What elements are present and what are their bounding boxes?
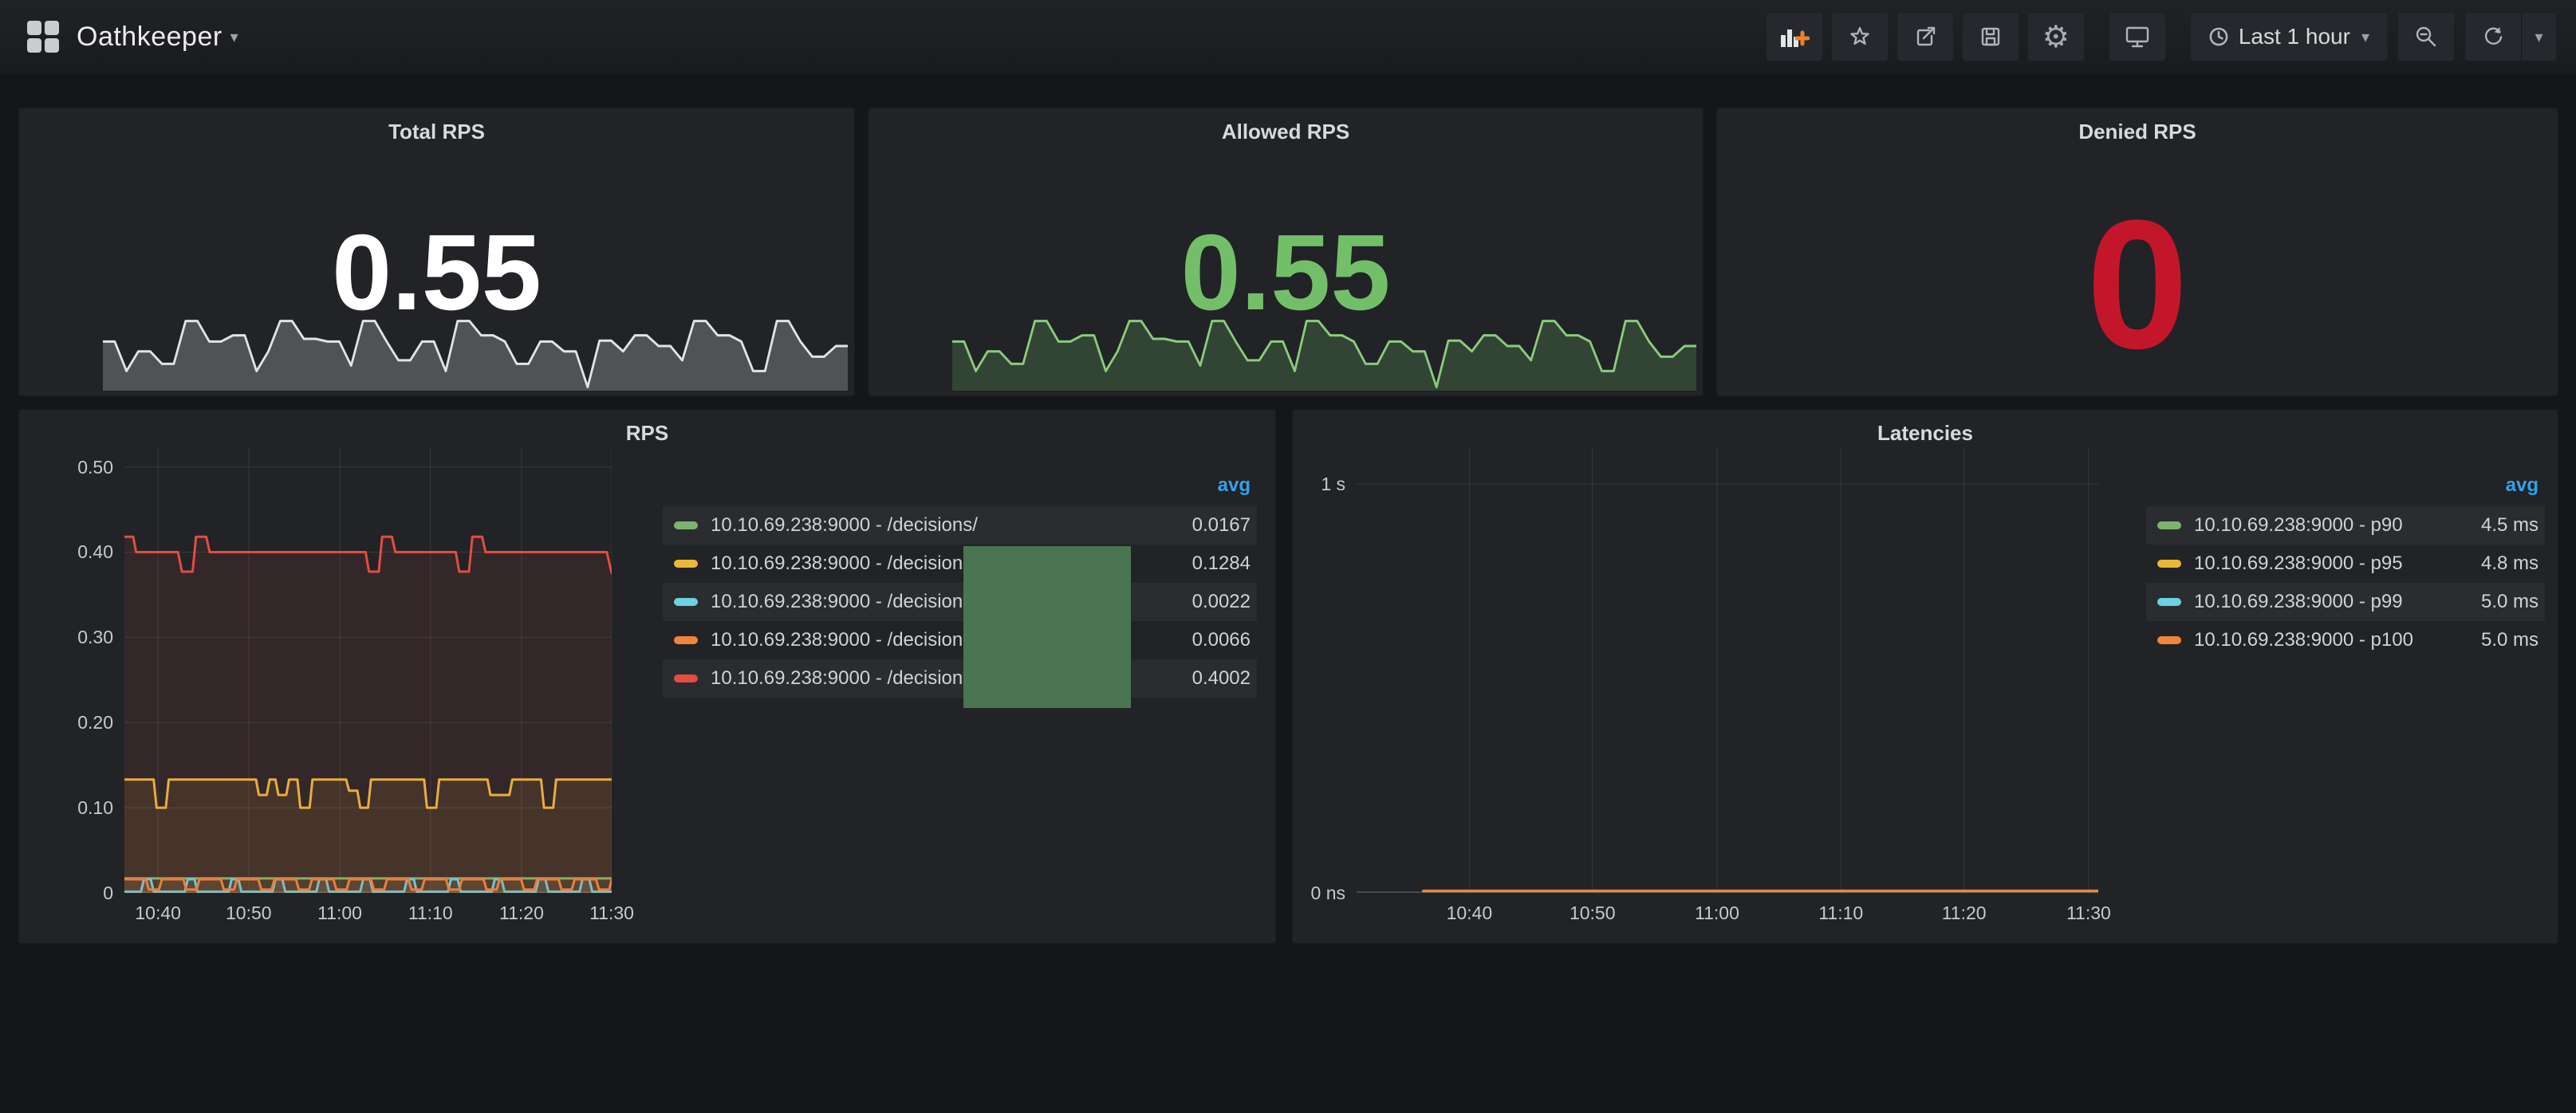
legend-series-avg-value: 4.5 ms bbox=[2481, 514, 2539, 537]
refresh-caret-icon: ▾ bbox=[2535, 27, 2543, 46]
x-axis-label: 10:40 bbox=[1447, 903, 1493, 924]
tv-mode-button[interactable] bbox=[2109, 12, 2166, 61]
legend-row: 10.10.69.238:9000 - /decisions/0.0022 bbox=[663, 583, 1257, 621]
legend-row: 10.10.69.238:9000 - p904.5 ms bbox=[2146, 506, 2545, 545]
star-icon bbox=[1848, 26, 1872, 48]
legend-series-avg-value: 0.1284 bbox=[1192, 553, 1251, 575]
legend-series-avg-value: 5.0 ms bbox=[2481, 591, 2539, 613]
legend-series-swatch-icon[interactable] bbox=[2157, 521, 2181, 529]
x-axis-label: 11:00 bbox=[1695, 903, 1739, 924]
legend-series-swatch-icon[interactable] bbox=[674, 636, 698, 644]
x-axis-label: 11:30 bbox=[589, 903, 634, 924]
refresh-split-button: ▾ bbox=[2464, 12, 2557, 61]
x-axis-label: 11:00 bbox=[317, 903, 362, 924]
refresh-interval-caret-button[interactable]: ▾ bbox=[2521, 13, 2556, 61]
legend-series-label[interactable]: 10.10.69.238:9000 - p100 bbox=[2194, 629, 2481, 651]
refresh-icon bbox=[2481, 25, 2505, 49]
legend-series-avg-value: 5.0 ms bbox=[2481, 629, 2539, 651]
panel-latencies: Latencies avg 10.10.69.238:9000 - p904.5… bbox=[1292, 409, 2558, 944]
zoom-out-button[interactable] bbox=[2397, 12, 2455, 61]
x-axis-label: 10:50 bbox=[1570, 903, 1616, 924]
y-axis-label: 0.30 bbox=[26, 627, 113, 648]
legend-row: 10.10.69.238:9000 - p995.0 ms bbox=[2146, 583, 2545, 621]
legend-series-label[interactable]: 10.10.69.238:9000 - p90 bbox=[2194, 514, 2481, 537]
panel-title-denied-rps[interactable]: Denied RPS bbox=[1717, 120, 2558, 144]
legend-series-avg-value: 0.0167 bbox=[1192, 514, 1251, 537]
monitor-icon bbox=[2125, 25, 2150, 49]
y-axis-label: 0 ns bbox=[1299, 883, 1345, 904]
rps-chart-canvas[interactable] bbox=[124, 447, 612, 893]
add-panel-button[interactable] bbox=[1766, 12, 1823, 61]
y-axis-label: 0.50 bbox=[26, 457, 113, 478]
legend-series-avg-value: 0.0022 bbox=[1192, 591, 1251, 613]
x-axis-label: 11:20 bbox=[499, 903, 544, 924]
star-button[interactable] bbox=[1831, 12, 1889, 61]
legend-series-avg-value: 0.0066 bbox=[1192, 629, 1251, 651]
legend-series-swatch-icon[interactable] bbox=[2157, 560, 2181, 568]
legend-row: 10.10.69.238:9000 - p954.8 ms bbox=[2146, 545, 2545, 583]
navbar: Oathkeeper ▾ bbox=[0, 0, 2576, 73]
legend-series-label[interactable]: 10.10.69.238:9000 - p99 bbox=[2194, 591, 2481, 613]
legend-series-swatch-icon[interactable] bbox=[674, 560, 698, 568]
legend-row: 10.10.69.238:9000 - /decisions/0.0066 bbox=[663, 621, 1257, 659]
y-axis-label: 0.40 bbox=[26, 541, 113, 563]
panel-title-total-rps[interactable]: Total RPS bbox=[19, 120, 854, 144]
time-range-label: Last 1 hour bbox=[2239, 24, 2350, 49]
green-overlay-rectangle bbox=[963, 546, 1131, 708]
y-axis-label: 0.20 bbox=[26, 712, 113, 733]
save-button[interactable] bbox=[1962, 12, 2019, 61]
share-icon bbox=[1913, 25, 1937, 49]
panel-title-latencies[interactable]: Latencies bbox=[1293, 421, 2558, 446]
rps-legend: avg 10.10.69.238:9000 - /decisions/0.016… bbox=[663, 470, 1257, 698]
zoom-out-icon bbox=[2414, 25, 2438, 49]
legend-series-swatch-icon[interactable] bbox=[2157, 636, 2181, 644]
legend-series-avg-value: 4.8 ms bbox=[2481, 553, 2539, 575]
legend-series-avg-value: 0.4002 bbox=[1192, 667, 1251, 690]
x-axis-label: 10:50 bbox=[226, 903, 272, 924]
legend-series-label[interactable]: 10.10.69.238:9000 - /decisions/ bbox=[711, 514, 1192, 537]
legend-series-label[interactable]: 10.10.69.238:9000 - p95 bbox=[2194, 553, 2481, 575]
legend-series-swatch-icon[interactable] bbox=[674, 521, 698, 529]
latencies-chart-canvas[interactable] bbox=[1357, 447, 2098, 893]
x-axis-label: 11:10 bbox=[1818, 903, 1863, 924]
legend-series-swatch-icon[interactable] bbox=[674, 674, 698, 682]
time-range-caret-icon: ▾ bbox=[2361, 27, 2369, 46]
save-icon bbox=[1979, 25, 2003, 49]
panel-denied-rps: Denied RPS 0 bbox=[1716, 108, 2558, 396]
navbar-toolbar: ⚙ Last 1 hour ▾ bbox=[1766, 12, 2557, 61]
dashboard-title[interactable]: Oathkeeper bbox=[77, 22, 223, 53]
x-axis-label: 10:40 bbox=[135, 903, 181, 924]
time-range-button[interactable]: Last 1 hour ▾ bbox=[2190, 12, 2388, 61]
y-axis-label: 0.10 bbox=[26, 797, 113, 819]
add-panel-icon bbox=[1779, 24, 1810, 49]
x-axis-label: 11:30 bbox=[2066, 903, 2111, 924]
panel-total-rps: Total RPS 0.55 bbox=[18, 108, 855, 396]
settings-button[interactable]: ⚙ bbox=[2027, 12, 2085, 61]
y-axis-label: 1 s bbox=[1299, 474, 1345, 495]
gear-icon: ⚙ bbox=[2042, 22, 2070, 52]
denied-rps-value: 0 bbox=[1717, 179, 2558, 390]
legend-row: 10.10.69.238:9000 - /decisions/0.4002 bbox=[663, 659, 1257, 698]
legend-series-swatch-icon[interactable] bbox=[674, 598, 698, 606]
rps-legend-avg-header[interactable]: avg bbox=[663, 470, 1257, 506]
x-axis-label: 11:20 bbox=[1942, 903, 1987, 924]
x-axis-label: 11:10 bbox=[408, 903, 453, 924]
clock-icon bbox=[2208, 26, 2229, 47]
panel-title-allowed-rps[interactable]: Allowed RPS bbox=[869, 120, 1703, 144]
dashboard-grid-icon[interactable] bbox=[27, 21, 59, 53]
legend-row: 10.10.69.238:9000 - p1005.0 ms bbox=[2146, 621, 2545, 659]
refresh-button[interactable] bbox=[2465, 13, 2521, 61]
y-axis-label: 0 bbox=[26, 883, 113, 904]
title-caret-icon[interactable]: ▾ bbox=[230, 27, 238, 46]
total-rps-sparkline bbox=[103, 301, 848, 391]
legend-row: 10.10.69.238:9000 - /decisions/0.1284 bbox=[663, 545, 1257, 583]
latencies-legend-avg-header[interactable]: avg bbox=[2146, 470, 2545, 506]
share-button[interactable] bbox=[1897, 12, 1954, 61]
latencies-legend: avg 10.10.69.238:9000 - p904.5 ms10.10.6… bbox=[2146, 470, 2545, 659]
panel-allowed-rps: Allowed RPS 0.55 bbox=[868, 108, 1704, 396]
legend-series-swatch-icon[interactable] bbox=[2157, 598, 2181, 606]
legend-row: 10.10.69.238:9000 - /decisions/0.0167 bbox=[663, 506, 1257, 545]
panel-title-rps[interactable]: RPS bbox=[19, 421, 1275, 446]
allowed-rps-sparkline bbox=[952, 301, 1696, 391]
